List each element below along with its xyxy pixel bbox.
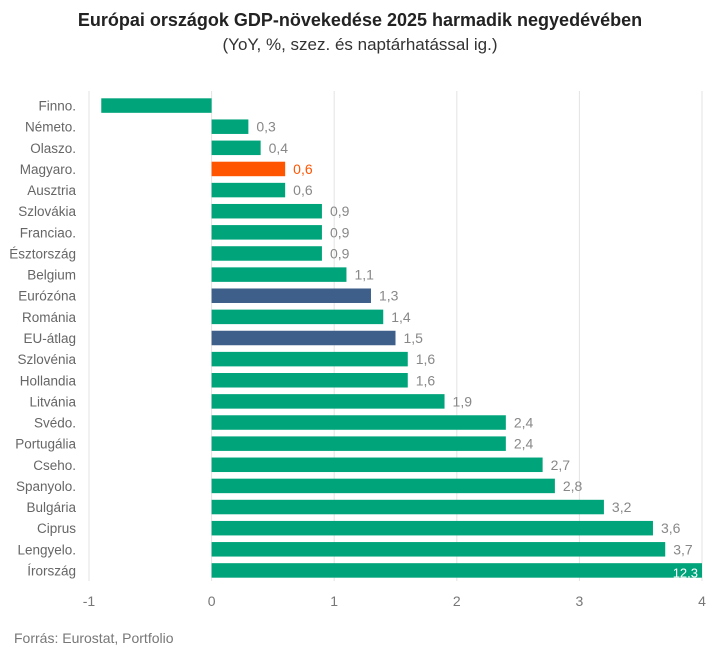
bar: [211, 478, 555, 494]
category-label: Németo.: [25, 120, 76, 135]
data-label: 3,7: [673, 541, 693, 557]
bar-chart: -1 0 1 2 3 4 Finno. Németo. 0,3 Olaszo. 0,4 Magyaro…: [9, 91, 706, 609]
category-label: Magyaro.: [20, 162, 76, 177]
x-tick-label: 4: [698, 593, 706, 609]
bar: [211, 457, 543, 473]
x-tick-label: 3: [576, 593, 584, 609]
bar: [211, 140, 261, 156]
data-label: 3,6: [661, 520, 681, 536]
bar: [211, 309, 384, 325]
data-label: 1,3: [379, 288, 399, 304]
bar: [211, 267, 347, 282]
data-label: 2,7: [551, 457, 571, 473]
bar: [211, 499, 604, 515]
data-label: 0,9: [330, 224, 350, 240]
bar: [211, 203, 322, 219]
category-label: Svédo.: [34, 416, 76, 431]
category-label: Ausztria: [27, 183, 76, 198]
data-label: 0,3: [256, 119, 276, 135]
x-tick-label: 0: [208, 593, 216, 609]
bar: [211, 563, 702, 578]
data-label: 1,6: [416, 372, 436, 388]
data-label: 2,8: [563, 478, 583, 494]
bar: [211, 182, 286, 198]
data-label: 1,4: [391, 309, 411, 325]
x-tick-label: 1: [330, 593, 338, 609]
data-label: 0,6: [293, 182, 313, 198]
category-label: Románia: [22, 310, 77, 325]
bar: [211, 288, 371, 303]
category-label: Olaszo.: [30, 141, 76, 156]
data-label: 0,6: [293, 161, 313, 177]
data-label: 0,9: [330, 203, 350, 219]
data-label: 3,2: [612, 499, 632, 515]
chart-subtitle: (YoY, %, szez. és naptárhatással ig.): [222, 35, 498, 54]
data-label: 2,4: [514, 415, 534, 431]
category-label: Szlovénia: [17, 352, 76, 367]
category-label: Franciao.: [20, 225, 76, 240]
bar: [211, 161, 286, 177]
bar: [211, 520, 653, 536]
category-label: EU-átlag: [23, 331, 76, 346]
bar: [211, 351, 408, 367]
data-label: 1,9: [453, 393, 473, 409]
category-label: Ciprus: [37, 521, 76, 536]
bar: [101, 98, 212, 113]
chart-title: Európai országok GDP-növekedése 2025 har…: [77, 10, 643, 30]
category-label: Spanyolo.: [16, 479, 76, 494]
bar: [211, 246, 322, 261]
category-label: Lengyelo.: [17, 542, 76, 557]
bar: [211, 330, 396, 346]
source-note: Forrás: Eurostat, Portfolio: [14, 630, 174, 646]
category-label: Litvánia: [29, 394, 76, 409]
bar: [211, 415, 506, 430]
x-tick-label: 2: [453, 593, 461, 609]
bar: [211, 542, 666, 557]
category-label: Cseho.: [33, 458, 76, 473]
category-label: Portugália: [15, 437, 76, 452]
category-label: Finno.: [38, 99, 76, 114]
category-label: Bulgária: [26, 500, 76, 515]
category-label: Eurózóna: [18, 289, 76, 304]
category-label: Írország: [27, 563, 76, 578]
data-label: 1,1: [354, 267, 374, 283]
data-label: 1,6: [416, 351, 436, 367]
category-label: Szlovákia: [18, 204, 76, 219]
bar: [211, 394, 445, 409]
data-label: 0,4: [269, 140, 289, 156]
bar: [211, 436, 506, 451]
data-label: 12,3: [673, 565, 698, 580]
x-tick-label: -1: [83, 593, 96, 609]
data-label: 2,4: [514, 436, 534, 452]
category-label: Belgium: [27, 268, 76, 283]
bar: [211, 119, 249, 134]
category-label: Észtország: [9, 246, 76, 261]
bar: [211, 373, 408, 388]
category-label: Hollandia: [20, 373, 77, 388]
data-label: 1,5: [404, 330, 424, 346]
data-label: 0,9: [330, 245, 350, 261]
bar: [211, 225, 322, 240]
